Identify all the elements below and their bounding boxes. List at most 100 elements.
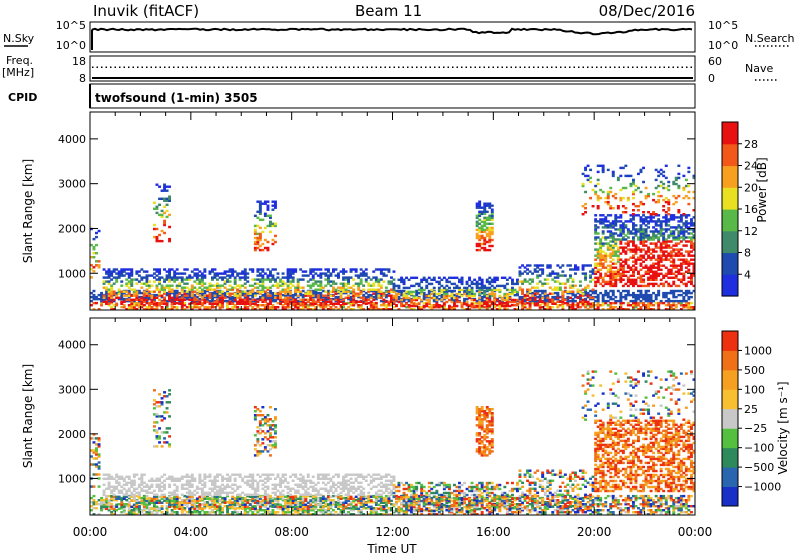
heatmap-cell	[291, 268, 295, 271]
heatmap-cell	[390, 513, 393, 516]
heatmap-cell	[206, 300, 209, 304]
heatmap-cell	[150, 274, 154, 277]
heatmap-cell	[637, 238, 640, 241]
heatmap-cell	[188, 302, 192, 306]
heatmap-cell	[238, 300, 242, 304]
heatmap-cell	[294, 268, 298, 271]
heatmap-cell	[95, 252, 98, 255]
heatmap-cell	[478, 292, 482, 296]
heatmap-cell	[140, 296, 144, 300]
heatmap-cell	[639, 200, 643, 204]
heatmap-cell	[629, 248, 633, 251]
heatmap-cell	[274, 299, 277, 303]
heatmap-cell	[306, 509, 310, 512]
heatmap-cell	[316, 280, 320, 283]
heatmap-cell	[384, 494, 388, 498]
heatmap-cell	[168, 499, 172, 502]
heatmap-cell	[614, 274, 618, 278]
heatmap-cell	[309, 501, 313, 504]
heatmap-cell	[420, 288, 424, 292]
heatmap-cell	[521, 298, 525, 302]
heatmap-cell	[692, 270, 696, 274]
heatmap-cell	[659, 250, 663, 253]
heatmap-cell	[198, 294, 202, 297]
heatmap-cell	[503, 304, 507, 308]
heatmap-cell	[616, 207, 620, 210]
heatmap-cell	[160, 505, 164, 508]
heatmap-cell	[253, 242, 257, 246]
heatmap-cell	[528, 302, 532, 306]
heatmap-cell	[337, 501, 340, 504]
heatmap-cell	[105, 503, 109, 506]
colorbar-tick-label: 4	[744, 268, 751, 281]
heatmap-cell	[614, 299, 618, 303]
heatmap-cell	[616, 258, 620, 261]
heatmap-cell	[687, 226, 691, 229]
heatmap-cell	[183, 298, 187, 302]
heatmap-cell	[145, 294, 149, 297]
heatmap-cell	[412, 298, 416, 302]
heatmap-cell	[148, 274, 151, 277]
heatmap-cell	[175, 507, 179, 510]
heatmap-cell	[92, 237, 96, 241]
heatmap-cell	[473, 294, 477, 298]
heatmap-cell	[647, 268, 651, 272]
heatmap-cell	[122, 503, 126, 506]
heatmap-cell	[490, 232, 494, 236]
heatmap-cell	[657, 266, 661, 269]
heatmap-cell	[629, 266, 633, 269]
heatmap-cell	[470, 282, 474, 286]
heatmap-cell	[170, 276, 174, 279]
heatmap-cell	[609, 260, 613, 263]
heatmap-cell	[639, 278, 643, 282]
heatmap-cell	[137, 289, 141, 293]
heatmap-cell	[193, 304, 197, 307]
heatmap-cell	[667, 299, 671, 303]
heatmap-cell	[445, 308, 449, 311]
heatmap-cell	[642, 166, 646, 170]
heatmap-cell	[654, 250, 658, 253]
heatmap-cell	[553, 295, 557, 299]
heatmap-cell	[647, 282, 651, 286]
heatmap-cell	[286, 291, 290, 295]
heatmap-cell	[614, 232, 618, 235]
heatmap-cell	[609, 226, 613, 229]
heatmap-cell	[228, 499, 232, 502]
heatmap-cell	[180, 276, 184, 279]
heatmap-cell	[281, 494, 285, 498]
heatmap-cell	[374, 304, 378, 307]
heatmap-cell	[609, 264, 613, 267]
heatmap-cell	[563, 274, 567, 277]
heatmap-cell	[488, 222, 492, 226]
heatmap-cell	[216, 302, 219, 306]
heatmap-cell	[145, 288, 149, 291]
freq-tick-top: 18	[72, 55, 86, 68]
heatmap-cell	[349, 308, 353, 311]
heatmap-cell	[153, 513, 156, 516]
heatmap-cell	[261, 278, 265, 281]
heatmap-cell	[621, 250, 625, 253]
heatmap-cell	[657, 260, 661, 263]
heatmap-cell	[652, 234, 656, 237]
heatmap-cell	[611, 276, 615, 280]
heatmap-cell	[107, 282, 111, 285]
heatmap-cell	[316, 274, 320, 277]
heatmap-cell	[243, 496, 247, 500]
heatmap-cell	[644, 236, 648, 239]
heatmap-cell	[654, 222, 658, 225]
heatmap-cell	[233, 298, 237, 302]
heatmap-cell	[584, 190, 588, 194]
heatmap-cell	[432, 278, 436, 282]
heatmap-cell	[374, 501, 378, 504]
heatmap-cell	[349, 295, 353, 299]
heatmap-cell	[584, 306, 588, 309]
heatmap-cell	[125, 505, 129, 508]
heatmap-cell	[493, 298, 497, 302]
heatmap-cell	[168, 291, 172, 295]
heatmap-cell	[596, 299, 600, 303]
heatmap-cell	[687, 196, 691, 200]
heatmap-cell	[281, 298, 285, 302]
heatmap-cell	[203, 294, 207, 297]
heatmap-cell	[354, 268, 358, 271]
heatmap-cell	[624, 211, 628, 214]
